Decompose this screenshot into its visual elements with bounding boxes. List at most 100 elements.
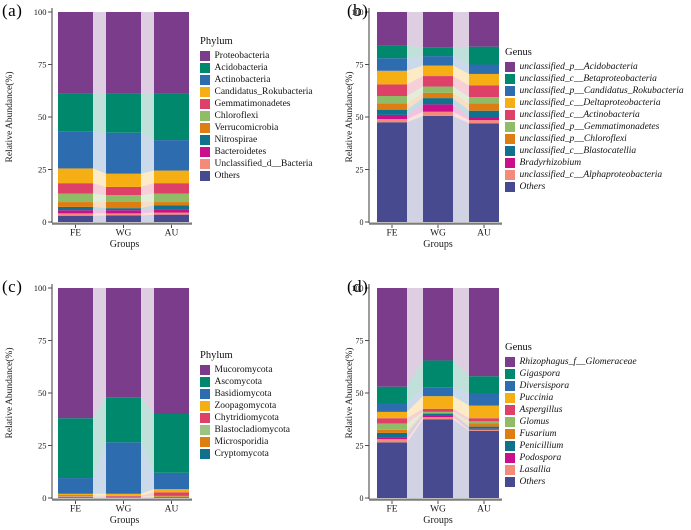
y-tick-label: 75 (356, 336, 364, 345)
legend-item-unclassified_c__Betaproteobacteria: unclassified_c__Betaproteobacteria (505, 73, 691, 85)
bar-segment-unclassified_c__Blastocatellia (423, 98, 453, 104)
legend-item-Glomus: Glomus (505, 416, 691, 428)
legend-swatch (200, 147, 210, 157)
legend-item-unclassified_p__Acidobacteria: unclassified_p__Acidobacteria (505, 61, 691, 73)
legend-label: unclassified_p__Chloroflexi (520, 133, 627, 145)
bar-segment-Unclassified_d__Bacteria (106, 213, 141, 215)
bar-segment-Cryptomycota (58, 497, 93, 498)
legend-swatch (200, 87, 210, 97)
x-axis-title: Groups (423, 239, 453, 250)
legend-item-Lasallia: Lasallia (505, 464, 691, 476)
legend-item-Actinobacteria: Actinobacteria (200, 74, 345, 86)
bar-segment-unclassified_c__Blastocatellia (469, 111, 499, 117)
group-label-WG: WG (430, 229, 446, 239)
legend-item-Podospora: Podospora (505, 452, 691, 464)
bar-segment-Others (423, 419, 453, 498)
legend-label: Rhizophagus_f__Glomeraceae (520, 356, 637, 368)
bar-segment-Glomus (469, 421, 499, 423)
legend-label: unclassified_c__Deltaproteobacteria (520, 97, 661, 109)
legend-item-Puccinia: Puccinia (505, 392, 691, 404)
bar-segment-Chytridiomycota (106, 496, 141, 497)
bar-segment-Basidiomycota (154, 473, 189, 489)
legend-label: Bacteroidetes (215, 146, 267, 158)
legend-label: Mucoromycota (215, 364, 273, 376)
bar-segment-Others (154, 215, 189, 222)
legend-item-Nitrospirae: Nitrospirae (200, 134, 345, 146)
bar-segment-Actinobacteria (58, 132, 93, 169)
legend-swatch (505, 381, 515, 391)
bar-segment-Zoopagomycota (154, 489, 189, 492)
bar-segment-Lasallia (469, 430, 499, 431)
bar-segment-Mucoromycota (154, 288, 189, 414)
bar-segment-Acidobacteria (154, 94, 189, 140)
panel-label-c: (c) (2, 277, 22, 297)
bar-segment-Zoopagomycota (106, 494, 141, 496)
legend-swatch (505, 110, 515, 120)
bar-segment-Aspergillus (377, 418, 407, 423)
bar-segment-Basidiomycota (58, 478, 93, 494)
legend-title: Genus (505, 342, 691, 354)
bar-segment-unclassified_c__Actinobacteria (377, 84, 407, 96)
legend-item-Gigaspora: Gigaspora (505, 368, 691, 380)
bar-segment-unclassified_c__Alphaproteobacteria (423, 112, 453, 116)
legend-item-Basidiomycota: Basidiomycota (200, 388, 345, 400)
group-label-FE: FE (386, 229, 397, 239)
flow-band (407, 12, 423, 48)
legend-label: unclassified_c__Blastocatellia (520, 145, 637, 157)
legend-item-Bacteroidetes: Bacteroidetes (200, 146, 345, 158)
bar-segment-Ascomycota (106, 397, 141, 442)
legend-label: Bradyrhizobium (520, 157, 582, 169)
bar-segment-Podospora (469, 429, 499, 430)
bar-segment-Rhizophagus_f__Glomeraceae (423, 288, 453, 360)
flow-band (453, 116, 469, 222)
legend-item-Zoopagomycota: Zoopagomycota (200, 400, 345, 412)
bar-segment-Chloroflexi (154, 194, 189, 202)
legend-swatch (200, 111, 210, 121)
legend-label: Lasallia (520, 464, 551, 476)
legend-swatch (200, 171, 210, 181)
legend-item-Blastocladiomycota: Blastocladiomycota (200, 424, 345, 436)
y-axis-title: Relative Abundance(%) (4, 347, 15, 438)
panel-label-d: (d) (347, 277, 368, 297)
legend-item-Chytridiomycota: Chytridiomycota (200, 412, 345, 424)
x-axis-title: Groups (110, 239, 140, 250)
legend-label: Gemmatimonadetes (215, 98, 291, 110)
bar-segment-Diversispora (423, 388, 453, 396)
bar-segment-Microsporidia (154, 496, 189, 497)
bar-segment-Glomus (423, 412, 453, 413)
bar-segment-Chytridiomycota (154, 492, 189, 496)
legend-swatch (505, 417, 515, 427)
y-tick-label: 0 (42, 217, 46, 227)
legend-swatch (505, 122, 515, 132)
y-tick-label: 25 (356, 165, 364, 174)
legend-label: Others (215, 170, 240, 182)
bar-segment-Others (377, 442, 407, 498)
legend-item-Fusarium: Fusarium (505, 428, 691, 440)
legend-label: Chytridiomycota (215, 412, 279, 424)
bar-segment-Fusarium (377, 430, 407, 433)
legend-swatch (200, 51, 210, 61)
bar-segment-unclassified_c__Betaproteobacteria (423, 48, 453, 56)
bar-segment-Gemmatimonadetes (58, 183, 93, 194)
bar-segment-Microsporidia (58, 497, 93, 498)
bar-segment-unclassified_p__Gemmatimonadetes (469, 97, 499, 103)
legend-swatch (505, 182, 515, 192)
legend-swatch (505, 369, 515, 379)
legend-swatch (505, 134, 515, 144)
legend-item-Penicillium: Penicillium (505, 440, 691, 452)
y-tick-label: 50 (356, 113, 364, 122)
bar-segment-unclassified_p__Acidobacteria (377, 12, 407, 46)
legend-item-unclassified_c__Deltaproteobacteria: unclassified_c__Deltaproteobacteria (505, 97, 691, 109)
bar-segment-unclassified_c__Actinobacteria (423, 76, 453, 87)
legend-label: Acidobacteria (215, 62, 268, 74)
legend-label: unclassified_p__Acidobacteria (520, 61, 638, 73)
legend-title: Phylum (200, 36, 345, 48)
y-tick-label: 0 (360, 218, 364, 227)
legend-swatch (505, 74, 515, 84)
bar-segment-Mucoromycota (106, 288, 141, 397)
flow-band (93, 288, 106, 418)
